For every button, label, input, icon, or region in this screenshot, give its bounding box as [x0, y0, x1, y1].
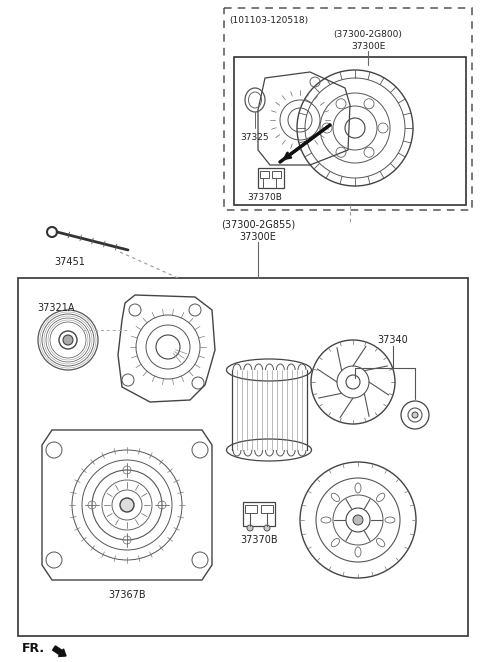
Circle shape	[353, 515, 363, 525]
Text: 37340: 37340	[378, 335, 408, 345]
Bar	[258, 168, 284, 188]
Bar	[234, 57, 466, 205]
Circle shape	[264, 525, 270, 531]
Bar	[261, 505, 273, 513]
FancyArrow shape	[53, 646, 66, 657]
Circle shape	[120, 498, 134, 512]
Text: 37321A: 37321A	[37, 303, 75, 313]
Bar	[260, 171, 269, 178]
Text: (37300-2G855): (37300-2G855)	[221, 219, 295, 229]
Text: FR.: FR.	[22, 641, 45, 655]
Text: (101103-120518): (101103-120518)	[229, 15, 308, 24]
Circle shape	[63, 335, 73, 345]
Text: 37300E: 37300E	[240, 232, 276, 242]
Circle shape	[247, 525, 253, 531]
Text: 37300E: 37300E	[351, 42, 385, 50]
Bar	[243, 502, 275, 526]
Text: 37367B: 37367B	[108, 590, 146, 600]
Text: (37300-2G800): (37300-2G800)	[334, 30, 402, 38]
Bar	[245, 505, 257, 513]
Text: 37370B: 37370B	[240, 535, 278, 545]
Bar	[18, 278, 468, 636]
Circle shape	[412, 412, 418, 418]
Bar	[224, 8, 472, 210]
Text: 37370B: 37370B	[248, 193, 282, 201]
Text: 37325: 37325	[240, 132, 269, 142]
Text: 37451: 37451	[55, 257, 85, 267]
Bar	[272, 171, 281, 178]
